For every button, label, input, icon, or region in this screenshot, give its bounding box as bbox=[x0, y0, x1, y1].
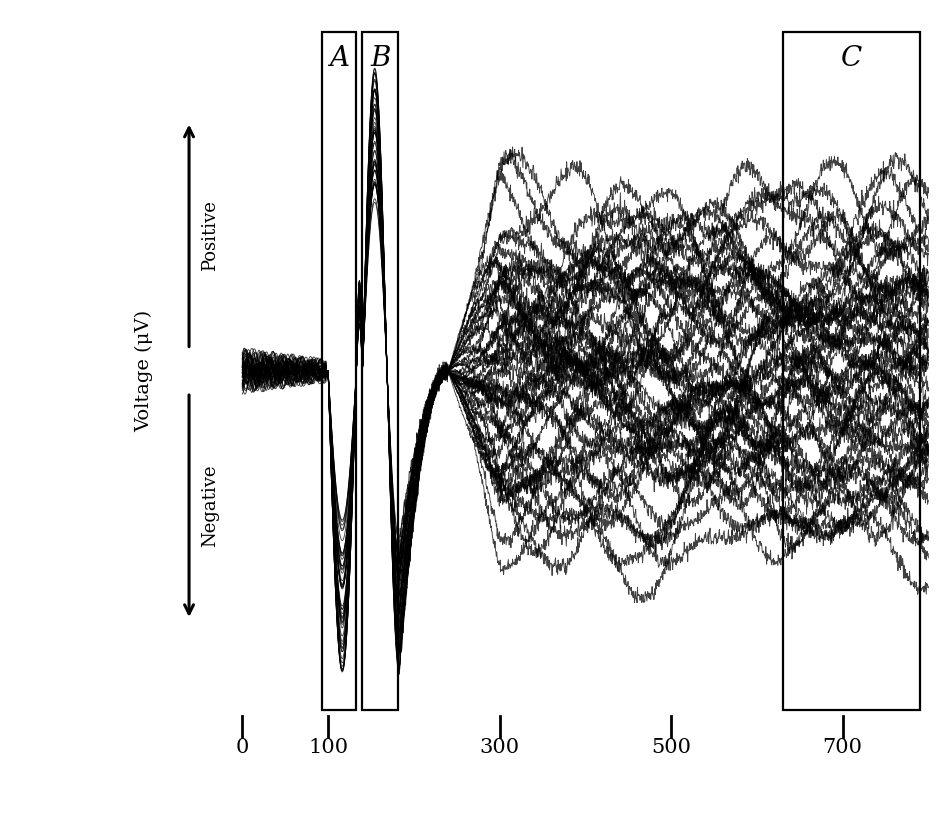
Text: Negative: Negative bbox=[201, 465, 219, 548]
Text: B: B bbox=[370, 45, 390, 72]
Text: C: C bbox=[841, 45, 862, 72]
Text: Positive: Positive bbox=[201, 200, 219, 271]
Bar bbox=[363, 32, 398, 709]
Bar bbox=[783, 32, 920, 709]
Text: Voltage (μV): Voltage (μV) bbox=[134, 310, 152, 432]
Bar bbox=[322, 32, 356, 709]
Text: A: A bbox=[329, 45, 349, 72]
